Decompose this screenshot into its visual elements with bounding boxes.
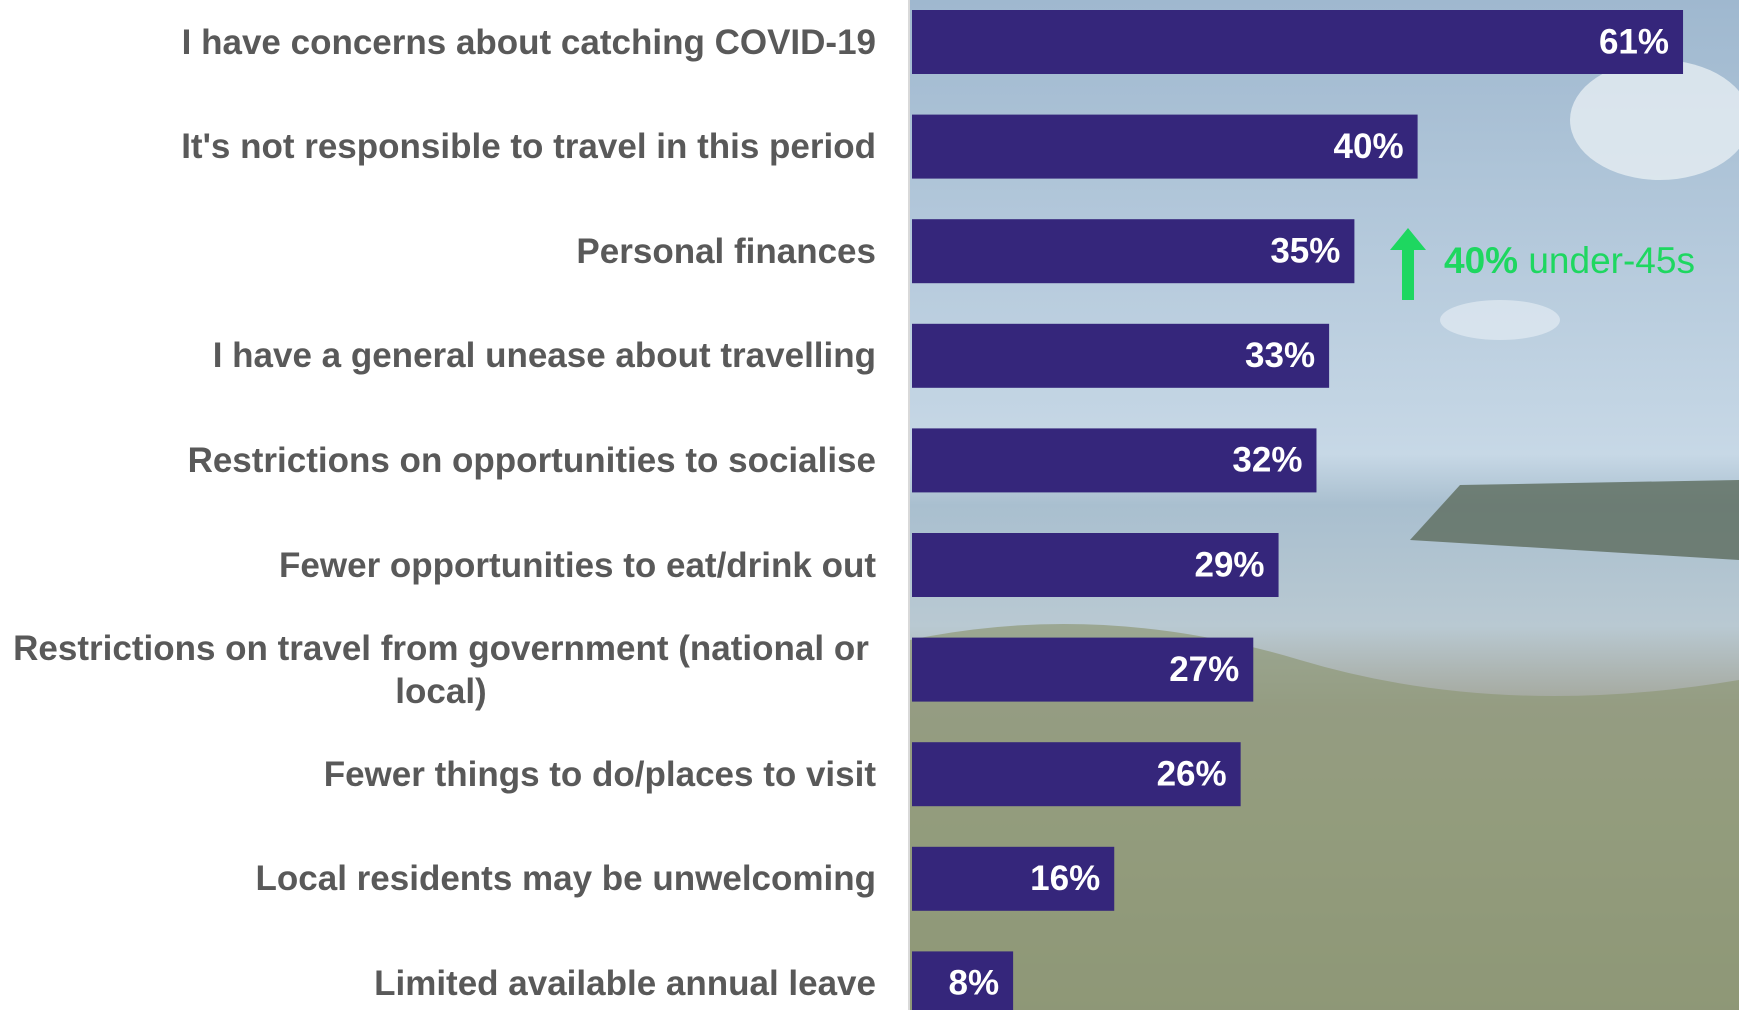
category-label: Fewer opportunities to eat/drink out	[279, 545, 876, 585]
annotation-text: under-45s	[1528, 240, 1695, 281]
category-label: I have a general unease about travelling	[212, 336, 876, 376]
bar	[912, 533, 1279, 597]
category-label: Restrictions on opportunities to sociali…	[187, 440, 876, 480]
value-label: 26%	[1157, 754, 1227, 793]
value-label: 27%	[1169, 650, 1239, 689]
value-label: 40%	[1334, 127, 1404, 166]
annotation-highlight: 40%	[1444, 240, 1519, 281]
category-label: Fewer things to do/places to visit	[323, 754, 876, 794]
value-label: 16%	[1030, 859, 1100, 898]
bar	[912, 428, 1317, 493]
bar	[912, 742, 1241, 807]
category-label: I have concerns about catching COVID-19	[181, 22, 876, 62]
category-label: Limited available annual leave	[374, 963, 876, 1003]
bar	[912, 323, 1330, 388]
category-label: It's not responsible to travel in this p…	[181, 127, 876, 167]
bar	[912, 10, 1684, 74]
bar	[912, 637, 1254, 702]
value-label: 61%	[1599, 22, 1669, 61]
value-label: 29%	[1194, 545, 1264, 584]
category-label: Local residents may be unwelcoming	[255, 859, 876, 899]
category-label: Personal finances	[576, 231, 876, 271]
value-label: 32%	[1232, 441, 1302, 480]
bar	[912, 219, 1355, 284]
annotation: 40% under-45s	[1444, 240, 1695, 282]
value-label: 35%	[1270, 231, 1340, 270]
bar	[912, 846, 1115, 911]
value-label: 8%	[949, 964, 1000, 1003]
bar	[912, 951, 1014, 1010]
category-label: Restrictions on travel from government (…	[13, 628, 869, 711]
annotation-arrow	[1390, 228, 1426, 300]
bar	[912, 114, 1418, 179]
value-label: 33%	[1245, 336, 1315, 375]
